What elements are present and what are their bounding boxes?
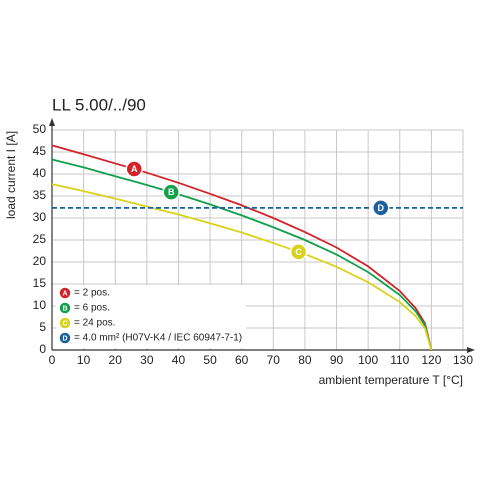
y-tick-label: 10: [33, 298, 47, 312]
y-tick-label: 25: [33, 232, 47, 246]
y-tick-label: 5: [39, 320, 46, 334]
x-tick-label: 10: [77, 353, 91, 367]
y-tick-label: 40: [33, 166, 47, 180]
x-tick-label: 60: [235, 353, 249, 367]
y-axis-arrow: [49, 118, 55, 126]
y-tick-label: 35: [33, 188, 47, 202]
marker-badge: [58, 286, 72, 300]
legend-label: = 6 pos.: [74, 303, 110, 314]
x-tick-label: 20: [109, 353, 123, 367]
legend-label: = 2 pos.: [74, 288, 110, 299]
marker-badge: [58, 301, 72, 315]
marker-letter: D: [378, 203, 385, 213]
marker-letter: B: [62, 305, 67, 312]
x-tick-label: 30: [140, 353, 154, 367]
x-axis-label: ambient temperature T [°C]: [319, 373, 463, 387]
x-tick-label: 0: [49, 353, 56, 367]
x-tick-label: 110: [390, 353, 409, 367]
marker-badge: [289, 243, 308, 261]
x-axis-arrow: [467, 347, 475, 353]
y-tick-label: 0: [39, 342, 46, 356]
x-tick-label: 50: [203, 353, 217, 367]
x-tick-label: 40: [172, 353, 186, 367]
marker-badge: [372, 199, 390, 217]
y-tick-label: 45: [33, 144, 47, 158]
marker-letter: A: [62, 290, 67, 297]
y-tick-label: 30: [33, 210, 47, 224]
series-line: [51, 183, 433, 351]
y-tick-label: 20: [33, 254, 47, 268]
y-tick-label: 50: [33, 122, 47, 136]
marker-badge: [125, 160, 143, 178]
marker-badge: [58, 331, 72, 345]
legend: A = 2 pos. B = 6 pos. C = 24 pos. D = 4.0 mm² (…: [56, 285, 246, 348]
x-tick-label: 130: [453, 353, 473, 367]
series-line: [51, 144, 433, 351]
chart-title: LL 5.00/../90: [52, 95, 146, 114]
legend-label: = 4.0 mm² (H07V-K4 / IEC 60947-7-1): [74, 333, 242, 344]
x-tick-label: 100: [358, 353, 378, 367]
marker-letter: C: [62, 320, 67, 327]
y-tick-label: 15: [33, 276, 47, 290]
marker-badge: [162, 183, 180, 201]
x-tick-label: 90: [330, 353, 344, 367]
x-tick-label: 120: [421, 353, 441, 367]
marker-letter: B: [168, 187, 175, 197]
marker-badge: [58, 316, 72, 330]
x-tick-label: 80: [298, 353, 312, 367]
x-tick-label: 70: [267, 353, 281, 367]
y-axis-label: load current I [A]: [4, 131, 18, 219]
marker-letter: C: [295, 247, 302, 257]
series-line: [51, 158, 433, 351]
legend-box: [56, 285, 246, 348]
marker-letter: D: [62, 335, 67, 342]
legend-label: = 24 pos.: [74, 318, 115, 329]
marker-letter: A: [131, 164, 138, 174]
